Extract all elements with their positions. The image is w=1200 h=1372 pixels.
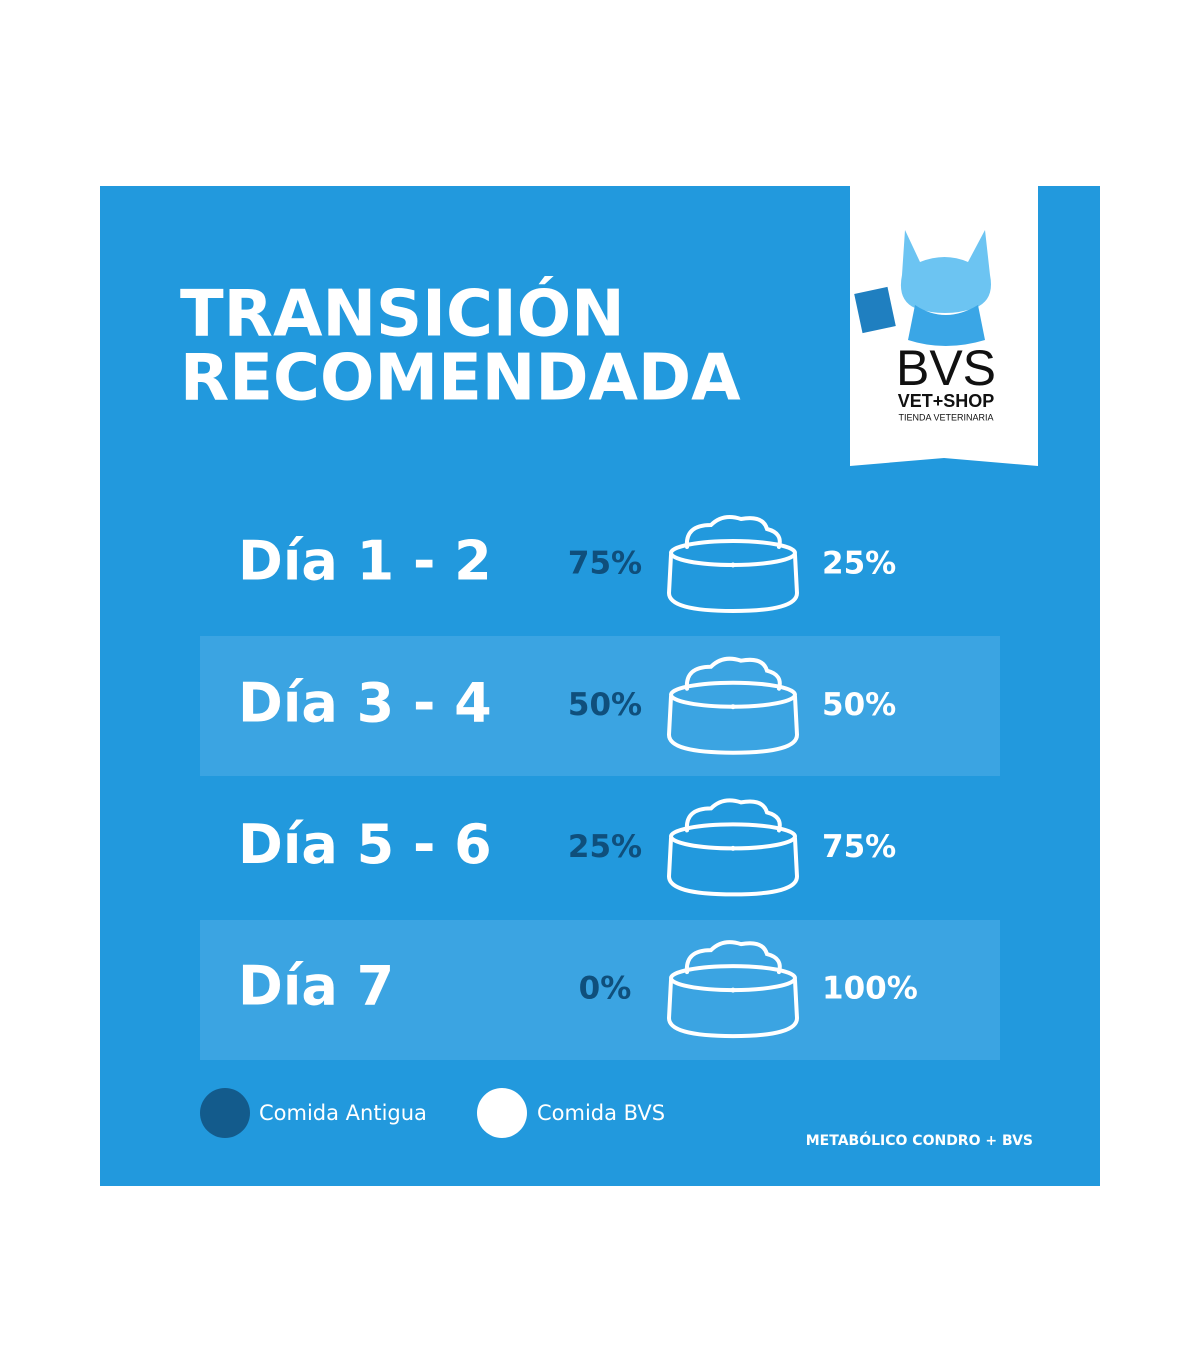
legend-label: Comida Antigua (259, 1101, 427, 1125)
legend-swatch (477, 1088, 527, 1138)
row-stripe (200, 636, 1000, 776)
day-label: Día 3 - 4 (238, 671, 492, 734)
logo-cat-body (908, 305, 985, 346)
new-food-share: 25% (822, 546, 896, 582)
bowl-body (666, 694, 800, 755)
logo-cat-head (900, 230, 991, 313)
bowl-dot (730, 845, 736, 851)
title-line: RECOMENDADA (180, 342, 741, 416)
new-food-share: 75% (822, 829, 896, 865)
bowl-dot (730, 562, 736, 568)
bowl-body (666, 836, 800, 897)
new-food-share: 100% (822, 971, 918, 1007)
old-food-share: 75% (568, 546, 642, 582)
logo-sub: VET+SHOP (898, 391, 995, 411)
day-label: Día 5 - 6 (238, 813, 492, 876)
bowl-food (684, 515, 782, 549)
new-food-share: 50% (822, 687, 896, 723)
logo-tagline: TIENDA VETERINARIA (898, 412, 993, 422)
footer: METABÓLICO CONDRO + BVS (806, 1131, 1033, 1149)
day-label: Día 7 (238, 955, 394, 1018)
row-stripe (200, 920, 1000, 1060)
legend-label: Comida BVS (537, 1101, 665, 1125)
bowl-food (684, 940, 782, 975)
logo: BVS VET+SHOP TIENDA VETERINARIA (850, 186, 1038, 466)
bowl-dot (730, 704, 736, 710)
day-label: Día 1 - 2 (238, 530, 492, 593)
old-food-share: 50% (568, 687, 642, 723)
bowl-body (666, 978, 800, 1039)
legend-swatch (200, 1088, 250, 1138)
bowl-dot (730, 987, 736, 993)
logo-brand: BVS (896, 340, 996, 396)
old-food-share: 0% (579, 971, 632, 1007)
logo-bag (854, 286, 896, 334)
bowl-food (684, 798, 782, 833)
title-line: TRANSICIÓN (180, 276, 625, 352)
bowl-body (666, 553, 800, 614)
bowl-food (684, 656, 782, 691)
old-food-share: 25% (568, 829, 642, 865)
